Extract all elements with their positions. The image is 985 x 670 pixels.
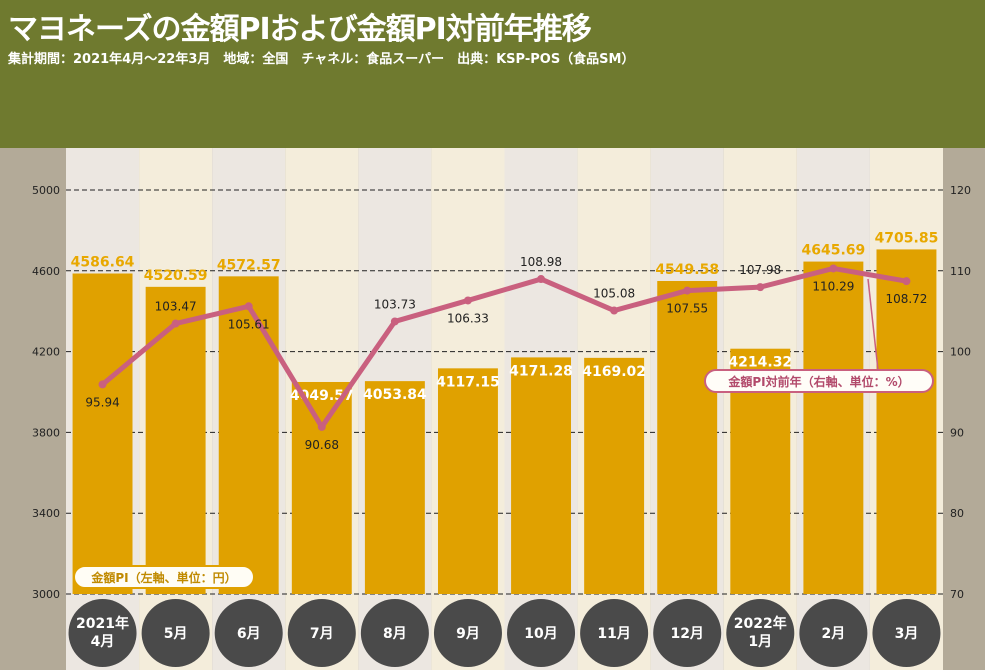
left-axis-tick: 4200	[32, 346, 60, 359]
yoy-point	[317, 422, 326, 431]
yoy-point	[463, 296, 472, 305]
yoy-point	[610, 306, 619, 315]
yoy-point	[244, 302, 253, 311]
month-label: 10月	[524, 626, 557, 642]
yoy-value-label: 108.72	[885, 292, 927, 306]
month-label: 8月	[383, 626, 407, 642]
bar-value-label: 4520.59	[144, 268, 208, 284]
line-legend-box	[704, 369, 934, 393]
right-axis-tick: 80	[950, 507, 964, 520]
bar	[291, 381, 352, 594]
bar	[145, 286, 206, 594]
month-label: 5月	[164, 626, 188, 642]
month-circle	[872, 599, 941, 667]
bar-value-label: 4171.28	[509, 363, 573, 379]
month-circle	[507, 599, 576, 667]
month-circle	[141, 599, 210, 667]
month-label: 9月	[456, 626, 480, 642]
yoy-point	[98, 380, 107, 389]
bar	[511, 357, 572, 594]
month-circle	[360, 599, 429, 667]
line-legend-label: 金額PI対前年（右軸、単位：%）	[727, 374, 909, 389]
bar-value-label: 4572.57	[217, 257, 281, 273]
chart-title: マヨネーズの金額PIおよび金額PI対前年推移	[8, 12, 592, 47]
bar-value-label: 4169.02	[582, 364, 646, 380]
bar-value-label: 4053.84	[363, 387, 427, 403]
left-axis-tick: 3400	[32, 507, 60, 520]
month-circle	[799, 599, 868, 667]
chart-subtitle: 集計期間：2021年4月～22年3月 地域：全国 チャネル：食品スーパー 出典：…	[8, 52, 635, 67]
month-label: 2月	[822, 626, 846, 642]
yoy-point	[171, 319, 180, 328]
bar	[218, 276, 279, 594]
bar-value-label: 4549.58	[655, 262, 719, 278]
bar	[584, 357, 645, 594]
yoy-value-label: 110.29	[812, 279, 854, 293]
month-circle	[214, 599, 283, 667]
month-label: 3月	[895, 626, 919, 642]
month-label-line: 4月	[91, 634, 115, 650]
yoy-point	[683, 286, 692, 295]
header: マヨネーズの金額PIおよび金額PI対前年推移 集計期間：2021年4月～22年3…	[0, 0, 985, 148]
yoy-point	[756, 283, 765, 292]
right-axis-tick: 120	[950, 184, 971, 197]
bar	[876, 249, 937, 594]
yoy-line	[100, 265, 909, 430]
month-label: 2022年 1月	[734, 615, 787, 650]
month-label-line: 2022年	[734, 615, 787, 632]
month-label: 7月	[310, 626, 334, 642]
bar-value-label: 4214.32	[728, 355, 792, 371]
bar	[803, 261, 864, 594]
month-label: 11月	[597, 626, 630, 642]
month-label: 2021年 4月	[76, 615, 129, 650]
bar	[364, 381, 425, 594]
right-axis-tick: 110	[950, 265, 971, 278]
bar-value-label: 4645.69	[801, 243, 865, 259]
bar	[437, 368, 498, 594]
yoy-value-label: 105.61	[228, 317, 270, 331]
bar-legend-box	[73, 565, 255, 589]
bar-value-label: 4586.64	[71, 254, 135, 270]
yoy-value-label: 90.68	[305, 438, 339, 452]
month-label-line: 2021年	[76, 615, 129, 632]
left-axis-tick: 5000	[32, 184, 60, 197]
yoy-value-label: 105.08	[593, 287, 635, 301]
bar-value-label: 4705.85	[875, 230, 939, 246]
left-axis-tick: 4600	[32, 265, 60, 278]
yoy-value-label: 103.47	[155, 300, 197, 314]
yoy-point	[829, 264, 838, 273]
yoy-value-label: 108.98	[520, 255, 562, 269]
bar-value-label: 4117.15	[436, 374, 500, 390]
yoy-point	[537, 275, 546, 284]
left-axis-tick: 3000	[32, 588, 60, 601]
yoy-value-label: 95.94	[85, 395, 119, 409]
month-circle	[433, 599, 502, 667]
yoy-value-label: 107.98	[739, 263, 781, 277]
right-axis-tick: 90	[950, 426, 964, 439]
month-circle	[726, 599, 795, 667]
bar	[657, 280, 718, 594]
left-axis-tick: 3800	[32, 426, 60, 439]
right-axis-tick: 100	[950, 346, 971, 359]
right-axis-tick: 70	[950, 588, 964, 601]
bar-legend-label: 金額PI（左軸、単位：円）	[90, 570, 236, 585]
month-circle	[68, 599, 137, 667]
yoy-value-label: 107.55	[666, 302, 708, 316]
line-legend-pointer	[867, 278, 879, 371]
yoy-value-label: 106.33	[447, 311, 489, 325]
month-circle	[287, 599, 356, 667]
month-label-line: 1月	[748, 634, 772, 650]
bar	[72, 273, 133, 594]
month-label: 6月	[237, 626, 261, 642]
month-circle	[580, 599, 649, 667]
yoy-value-label: 103.73	[374, 297, 416, 311]
month-label: 12月	[670, 626, 703, 642]
yoy-point	[902, 277, 911, 286]
month-circle	[653, 599, 722, 667]
yoy-point	[390, 317, 399, 326]
